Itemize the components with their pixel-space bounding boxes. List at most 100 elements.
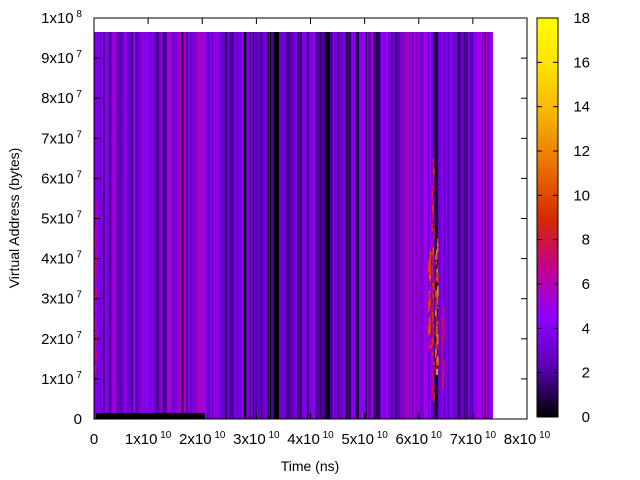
- heat-column: [301, 32, 304, 419]
- heat-column: [195, 32, 198, 419]
- heat-column: [249, 32, 251, 419]
- heat-column: [340, 32, 344, 419]
- heat-hotspot: [94, 279, 97, 286]
- heat-column: [192, 32, 194, 419]
- heat-column: [418, 32, 420, 419]
- x-tick-label: 4x10 10: [287, 430, 334, 448]
- heat-column: [170, 32, 174, 419]
- heat-hotspot: [436, 293, 438, 300]
- heat-column: [304, 32, 307, 419]
- heat-hotspot: [432, 218, 435, 222]
- heat-hotspot: [428, 304, 431, 307]
- heat-column: [124, 32, 127, 419]
- heat-hotspot: [428, 329, 430, 336]
- x-tick-label: 5x10 10: [341, 430, 388, 448]
- heat-column: [451, 32, 453, 419]
- heat-column: [462, 32, 464, 419]
- heat-hotspot: [94, 356, 96, 362]
- heat-column: [243, 32, 247, 419]
- heat-column: [98, 32, 100, 419]
- colorbar: [536, 17, 559, 418]
- heat-hotspot: [95, 214, 98, 218]
- heat-column: [434, 32, 438, 419]
- heat-hotspot: [95, 275, 97, 278]
- colorbar-tick-label: 14: [573, 99, 590, 116]
- heat-column: [373, 32, 375, 419]
- heat-column: [326, 32, 330, 419]
- heat-column: [216, 32, 219, 419]
- heat-column: [469, 32, 473, 419]
- x-axis-label: Time (ns): [281, 458, 340, 474]
- heat-hotspot: [435, 261, 437, 265]
- heat-hotspot: [432, 348, 434, 355]
- heat-column: [289, 32, 292, 419]
- heat-column: [232, 32, 234, 419]
- heat-column: [394, 32, 397, 419]
- heat-hotspot: [435, 289, 437, 298]
- heat-hotspot: [431, 342, 434, 349]
- heat-hotspot: [95, 225, 97, 230]
- heat-hotspot: [95, 287, 98, 298]
- heat-hotspot: [435, 310, 437, 317]
- heat-hotspot: [95, 257, 97, 264]
- y-tick-label: 6x10 7: [41, 169, 82, 187]
- heat-hotspot: [433, 331, 435, 334]
- heat-hotspot: [433, 230, 435, 235]
- heat-column: [468, 32, 471, 419]
- y-tick-label: 7x10 7: [41, 129, 82, 147]
- heat-column: [129, 32, 132, 419]
- heat-column: [188, 32, 191, 419]
- heat-hotspot: [94, 243, 97, 247]
- heat-hotspot: [94, 282, 96, 292]
- heat-hotspot: [432, 201, 434, 209]
- heat-column: [459, 32, 461, 419]
- heat-column: [353, 32, 356, 419]
- heat-hotspot: [95, 260, 97, 270]
- heat-column: [196, 32, 198, 419]
- heat-column: [207, 32, 211, 419]
- heat-column: [443, 32, 446, 419]
- heat-column: [149, 32, 153, 419]
- heat-column: [473, 32, 476, 419]
- heat-hotspot: [95, 321, 97, 324]
- heat-hotspot: [428, 278, 431, 282]
- heat-hotspot: [95, 222, 98, 225]
- heat-column: [279, 32, 283, 419]
- heat-hotspot: [442, 350, 444, 357]
- heat-hotspot: [95, 270, 98, 274]
- heat-column: [428, 32, 431, 419]
- heat-column: [234, 32, 236, 419]
- heat-column: [465, 32, 468, 419]
- colorbar-tick-label: 6: [582, 276, 590, 293]
- heat-column: [181, 32, 184, 419]
- heat-hotspot: [95, 340, 98, 344]
- heat-column: [162, 32, 165, 419]
- heat-column: [392, 32, 395, 419]
- heat-column: [213, 32, 215, 419]
- heat-hotspot: [432, 302, 434, 311]
- heat-hotspot: [430, 308, 432, 316]
- y-tick-label: 8x10 7: [41, 89, 82, 107]
- colorbar-tick-label: 10: [573, 187, 590, 204]
- heat-column: [420, 32, 424, 419]
- heat-column: [398, 32, 402, 419]
- x-axis-ticks: 0 1x10 10 2x10 10 3x10 10 4x10 10 5x10 10 6x10…: [90, 18, 551, 448]
- y-tick-label: 1x10 7: [41, 370, 82, 388]
- heat-hotspot: [435, 366, 437, 375]
- heat-hotspot: [443, 322, 445, 333]
- heat-column: [306, 32, 309, 419]
- heat-hotspot: [432, 333, 434, 346]
- heat-hotspot: [94, 318, 96, 326]
- heat-column: [441, 32, 445, 419]
- heat-hotspot: [432, 345, 434, 349]
- heat-column: [241, 32, 245, 419]
- heat-hotspot: [94, 291, 96, 295]
- heat-column: [423, 32, 427, 419]
- heat-hotspot: [431, 312, 434, 322]
- heat-hotspot: [441, 334, 444, 340]
- heat-column: [199, 32, 203, 419]
- heat-hotspot: [436, 336, 438, 342]
- heat-hotspot: [442, 358, 444, 366]
- heat-column: [315, 32, 318, 419]
